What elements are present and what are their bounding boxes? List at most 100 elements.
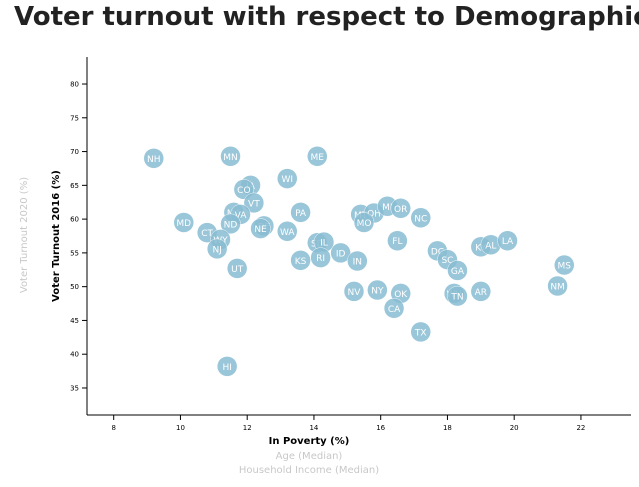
data-point-wi[interactable]: WI — [276, 168, 298, 189]
y-axis: 35 40 45 50 55 60 65 70 75 80 — [70, 57, 88, 415]
point-label: GA — [451, 267, 465, 277]
data-point-ca[interactable]: CA — [383, 298, 405, 319]
data-point-ut[interactable]: UT — [226, 258, 248, 279]
point-circle[interactable] — [290, 202, 311, 223]
point-label: KS — [295, 257, 307, 267]
point-circle[interactable] — [243, 192, 265, 214]
point-circle[interactable] — [554, 254, 575, 276]
data-point-mn[interactable]: MN — [220, 146, 241, 167]
data-point-ms[interactable]: MS — [554, 254, 575, 276]
point-label: MN — [223, 153, 238, 163]
data-point-nm[interactable]: NM — [547, 275, 568, 297]
point-circle[interactable] — [383, 298, 405, 319]
data-point-md[interactable]: MD — [173, 212, 195, 233]
data-point-mo[interactable]: MO — [353, 212, 375, 233]
point-circle[interactable] — [220, 146, 241, 167]
point-circle[interactable] — [447, 260, 468, 281]
y-tick: 40 — [70, 351, 87, 359]
data-point-me[interactable]: ME — [307, 146, 328, 167]
point-label: ID — [336, 249, 346, 259]
point-circle[interactable] — [347, 250, 368, 272]
data-point-tn[interactable]: TN — [447, 285, 468, 307]
point-circle[interactable] — [470, 281, 492, 302]
point-circle[interactable] — [497, 230, 518, 251]
data-point-or[interactable]: OR — [390, 198, 411, 219]
point-label: NV — [348, 288, 362, 298]
x-tick: 20 — [510, 415, 519, 432]
x-axis-label-alt[interactable]: Age (Median) — [276, 451, 343, 462]
x-tick: 22 — [576, 415, 585, 432]
data-point-nv[interactable]: NV — [343, 281, 365, 302]
y-tick: 80 — [70, 81, 87, 89]
point-label: TN — [450, 293, 463, 303]
point-circle[interactable] — [307, 146, 328, 167]
point-circle[interactable] — [276, 168, 298, 189]
point-circle[interactable] — [447, 285, 468, 307]
data-point-wa[interactable]: WA — [276, 221, 298, 242]
x-tick-label: 22 — [576, 424, 585, 432]
point-circle[interactable] — [343, 281, 365, 302]
data-points: NHMNMEWIIACOVTMAVANDDENEMDCTWYNJUTPAWAMT… — [143, 146, 575, 377]
point-circle[interactable] — [310, 247, 331, 268]
point-circle[interactable] — [410, 207, 431, 229]
data-point-hi[interactable]: HI — [216, 356, 238, 377]
point-label: DC — [431, 247, 444, 257]
point-circle[interactable] — [216, 356, 238, 377]
point-label: IL — [320, 239, 328, 249]
data-point-nh[interactable]: NH — [143, 148, 164, 169]
data-point-pa[interactable]: PA — [290, 202, 311, 223]
point-label: OR — [394, 205, 407, 215]
data-point-nd[interactable]: ND — [220, 213, 241, 235]
point-circle[interactable] — [330, 242, 351, 264]
data-point-ne[interactable]: NE — [250, 218, 271, 239]
data-point-in[interactable]: IN — [347, 250, 368, 272]
point-circle[interactable] — [220, 213, 241, 235]
point-label: CA — [388, 305, 401, 315]
data-point-tx[interactable]: TX — [410, 321, 431, 343]
point-circle[interactable] — [390, 198, 411, 219]
data-point-nc[interactable]: NC — [410, 207, 431, 229]
point-label: MO — [357, 219, 372, 229]
y-tick-label: 65 — [70, 182, 79, 190]
point-circle[interactable] — [173, 212, 195, 233]
data-point-ks[interactable]: KS — [290, 250, 311, 271]
point-circle[interactable] — [547, 275, 568, 297]
data-point-ga[interactable]: GA — [447, 260, 468, 281]
x-tick-label: 18 — [443, 424, 452, 432]
y-tick: 45 — [70, 317, 87, 325]
point-circle[interactable] — [410, 321, 431, 343]
y-tick-label: 55 — [70, 249, 79, 257]
point-label: LA — [502, 237, 514, 247]
data-point-nj[interactable]: NJ — [206, 238, 228, 260]
x-tick: 16 — [376, 415, 386, 432]
y-axis-label-turnout-2016[interactable]: Voter Turnout 2016 (%) — [51, 170, 62, 302]
x-axis-label-poverty[interactable]: In Poverty (%) — [269, 436, 350, 447]
data-point-vt[interactable]: VT — [243, 192, 265, 214]
y-tick: 70 — [70, 148, 87, 156]
data-point-ar[interactable]: AR — [470, 281, 492, 302]
point-circle[interactable] — [226, 258, 248, 279]
data-point-la[interactable]: LA — [497, 230, 518, 251]
y-tick-label: 80 — [70, 81, 79, 89]
y-tick: 60 — [70, 216, 87, 224]
x-axis: 8 10 12 14 16 18 20 22 — [87, 414, 631, 432]
point-circle[interactable] — [143, 148, 164, 169]
point-circle[interactable] — [367, 279, 388, 301]
point-label: MD — [176, 219, 191, 229]
point-circle[interactable] — [290, 250, 311, 271]
data-point-ny[interactable]: NY — [367, 279, 388, 301]
data-point-fl[interactable]: FL — [387, 230, 408, 251]
y-axis-label-alt[interactable]: Voter Turnout 2020 (%) — [19, 177, 30, 293]
point-circle[interactable] — [276, 221, 298, 242]
x-tick-label: 14 — [309, 424, 318, 432]
point-circle[interactable] — [206, 238, 228, 260]
x-axis-label-alt[interactable]: Household Income (Median) — [239, 465, 379, 476]
point-label: WI — [281, 175, 293, 185]
point-circle[interactable] — [387, 230, 408, 251]
point-circle[interactable] — [353, 212, 375, 233]
data-point-id[interactable]: ID — [330, 242, 351, 264]
point-circle[interactable] — [250, 218, 271, 239]
data-point-ri[interactable]: RI — [310, 247, 331, 268]
y-tick-label: 35 — [70, 384, 79, 392]
